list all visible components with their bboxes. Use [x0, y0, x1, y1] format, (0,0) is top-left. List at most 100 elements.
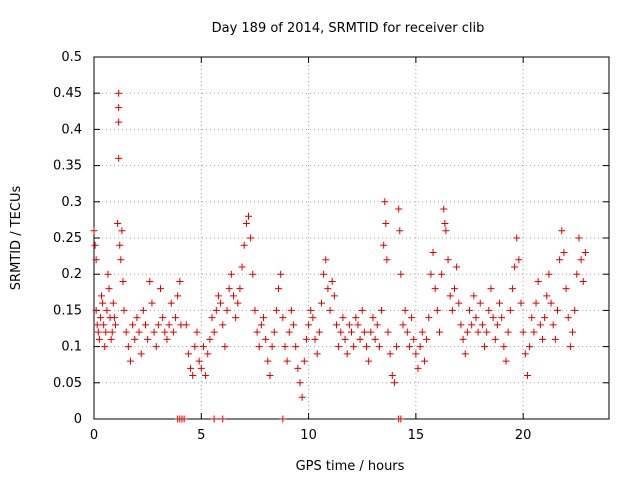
data-point — [508, 285, 516, 293]
y-tick-label: 0.45 — [53, 86, 82, 101]
data-point — [472, 314, 480, 322]
data-point — [257, 321, 265, 329]
data-point — [94, 328, 102, 336]
y-tick-label: 0.15 — [53, 303, 82, 318]
data-point — [511, 263, 519, 271]
data-point — [133, 314, 141, 322]
data-point — [109, 299, 117, 307]
data-point — [191, 343, 199, 351]
data-point — [184, 350, 192, 358]
data-point — [459, 335, 467, 343]
data-point — [298, 393, 306, 401]
data-point — [174, 292, 182, 300]
data-point — [146, 277, 154, 285]
data-point — [324, 285, 332, 293]
data-point — [375, 343, 383, 351]
data-point — [189, 372, 197, 380]
data-point — [470, 292, 478, 300]
data-point — [476, 299, 484, 307]
data-point — [93, 321, 101, 329]
data-point — [285, 328, 293, 336]
data-point — [393, 343, 401, 351]
data-point — [266, 372, 274, 380]
data-point — [543, 292, 551, 300]
data-point — [117, 256, 125, 264]
data-point — [322, 256, 330, 264]
data-point — [489, 314, 497, 322]
data-point — [435, 328, 443, 336]
data-point — [152, 343, 160, 351]
data-point — [504, 328, 512, 336]
data-point — [356, 335, 364, 343]
data-point — [446, 292, 454, 300]
data-point — [167, 299, 175, 307]
data-point — [290, 321, 298, 329]
data-point — [202, 372, 210, 380]
data-point — [90, 227, 98, 235]
x-tick-label: 15 — [408, 428, 425, 443]
data-point — [221, 343, 229, 351]
data-point — [564, 314, 572, 322]
data-point — [126, 357, 134, 365]
data-point — [311, 335, 319, 343]
data-point — [332, 321, 340, 329]
data-point — [558, 227, 566, 235]
y-tick-label: 0.1 — [61, 340, 82, 355]
data-point — [350, 343, 358, 351]
data-point — [506, 306, 514, 314]
data-point — [114, 220, 122, 228]
data-point — [238, 263, 246, 271]
data-point — [577, 256, 585, 264]
data-point — [416, 343, 424, 351]
data-point — [560, 248, 568, 256]
data-point — [142, 321, 149, 329]
data-point — [229, 292, 237, 300]
data-point — [396, 227, 404, 235]
data-point — [427, 270, 435, 278]
data-point — [110, 314, 118, 322]
data-point — [234, 299, 242, 307]
data-point — [131, 335, 139, 343]
y-tick-label: 0.2 — [61, 267, 82, 282]
data-point — [341, 335, 349, 343]
data-point — [483, 328, 491, 336]
y-tick-label: 0.5 — [61, 50, 82, 65]
y-tick-label: 0.05 — [53, 376, 82, 391]
data-point — [101, 343, 109, 351]
data-point — [367, 328, 375, 336]
data-point — [352, 314, 360, 322]
data-point — [397, 270, 405, 278]
grid — [94, 57, 609, 419]
data-point — [204, 350, 212, 358]
data-point — [556, 256, 564, 264]
data-point — [536, 321, 544, 329]
data-point — [302, 335, 310, 343]
data-point — [538, 335, 546, 343]
data-point — [232, 314, 240, 322]
data-point — [326, 306, 334, 314]
data-point — [111, 321, 119, 329]
data-point — [345, 321, 353, 329]
data-point — [103, 306, 111, 314]
data-point — [532, 299, 540, 307]
data-point — [493, 321, 501, 329]
x-tick-label: 20 — [515, 428, 532, 443]
data-point — [401, 306, 409, 314]
data-point — [264, 357, 272, 365]
data-point — [124, 343, 132, 351]
data-point — [313, 350, 321, 358]
data-point — [219, 415, 227, 423]
data-point — [491, 335, 499, 343]
data-point — [107, 335, 115, 343]
data-point — [571, 306, 579, 314]
data-point — [161, 328, 169, 336]
data-point — [279, 415, 287, 423]
data-point — [496, 299, 504, 307]
data-point — [418, 328, 426, 336]
data-point — [388, 372, 396, 380]
data-point — [455, 299, 463, 307]
data-point — [369, 314, 377, 322]
data-point — [515, 256, 523, 264]
data-point — [296, 379, 304, 387]
ticks: 0 0.05 0.1 0.15 0.2 0.25 0.3 0.35 0.4 0.45 0.5 0 5 10… — [53, 50, 609, 443]
